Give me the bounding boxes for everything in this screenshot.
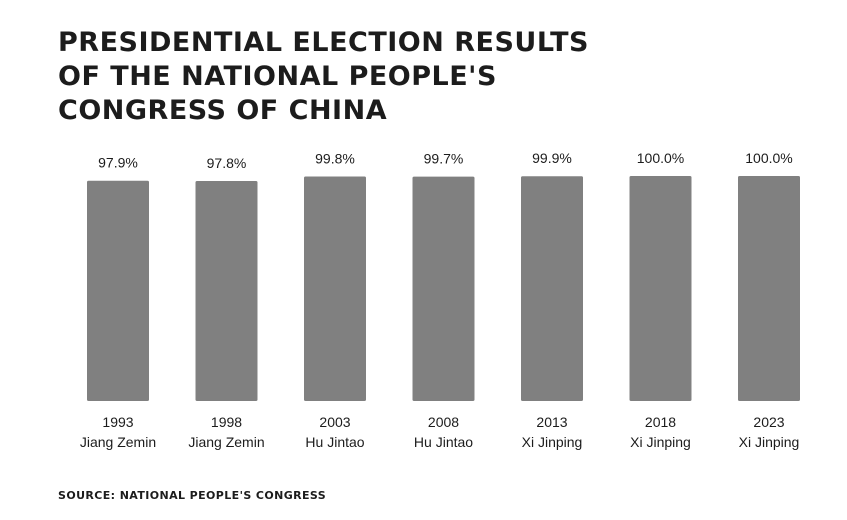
value-label-2003: 99.8% <box>315 150 355 166</box>
tick-sublabel-2003: Hu Jintao <box>305 434 364 450</box>
chart-title-line-3: CONGRESS OF CHINA <box>58 95 388 126</box>
bar-1993 <box>87 180 149 401</box>
bar-2008 <box>412 176 475 401</box>
tick-label-2013: 2013 <box>536 414 567 430</box>
chart-title-line-2: OF THE NATIONAL PEOPLE'S <box>58 61 497 92</box>
bar-chart: 97.9% 1993 Jiang Zemin 97.8% 1998 Jiang Zemin… <box>80 150 800 450</box>
value-label-2013: 99.9% <box>532 150 572 166</box>
chart-title: PRESIDENTIAL ELECTION RESULTS OF THE NAT… <box>58 26 589 128</box>
bar-2003 <box>304 176 366 401</box>
bar-2023 <box>738 176 800 401</box>
tick-sublabel-1998: Jiang Zemin <box>188 434 264 450</box>
tick-label-2018: 2018 <box>645 414 676 430</box>
value-label-1993: 97.9% <box>98 155 138 171</box>
bar-2018 <box>629 176 692 401</box>
tick-sublabel-2013: Xi Jinping <box>522 434 583 450</box>
value-label-2023: 100.0% <box>745 150 792 166</box>
tick-sublabel-2023: Xi Jinping <box>739 434 800 450</box>
source-note: SOURCE: NATIONAL PEOPLE'S CONGRESS <box>58 489 327 502</box>
tick-label-1998: 1998 <box>211 414 242 430</box>
tick-label-2023: 2023 <box>753 414 784 430</box>
tick-sublabel-1993: Jiang Zemin <box>80 434 156 450</box>
tick-label-2003: 2003 <box>319 414 350 430</box>
tick-sublabel-2018: Xi Jinping <box>630 434 691 450</box>
value-label-1998: 97.8% <box>207 155 247 171</box>
tick-label-1993: 1993 <box>102 414 133 430</box>
value-label-2008: 99.7% <box>424 151 464 167</box>
bar-2013 <box>521 176 583 401</box>
tick-label-2008: 2008 <box>428 414 459 430</box>
chart-title-line-1: PRESIDENTIAL ELECTION RESULTS <box>58 27 589 58</box>
bar-1998 <box>195 180 258 401</box>
tick-sublabel-2008: Hu Jintao <box>414 434 473 450</box>
value-label-2018: 100.0% <box>637 150 684 166</box>
